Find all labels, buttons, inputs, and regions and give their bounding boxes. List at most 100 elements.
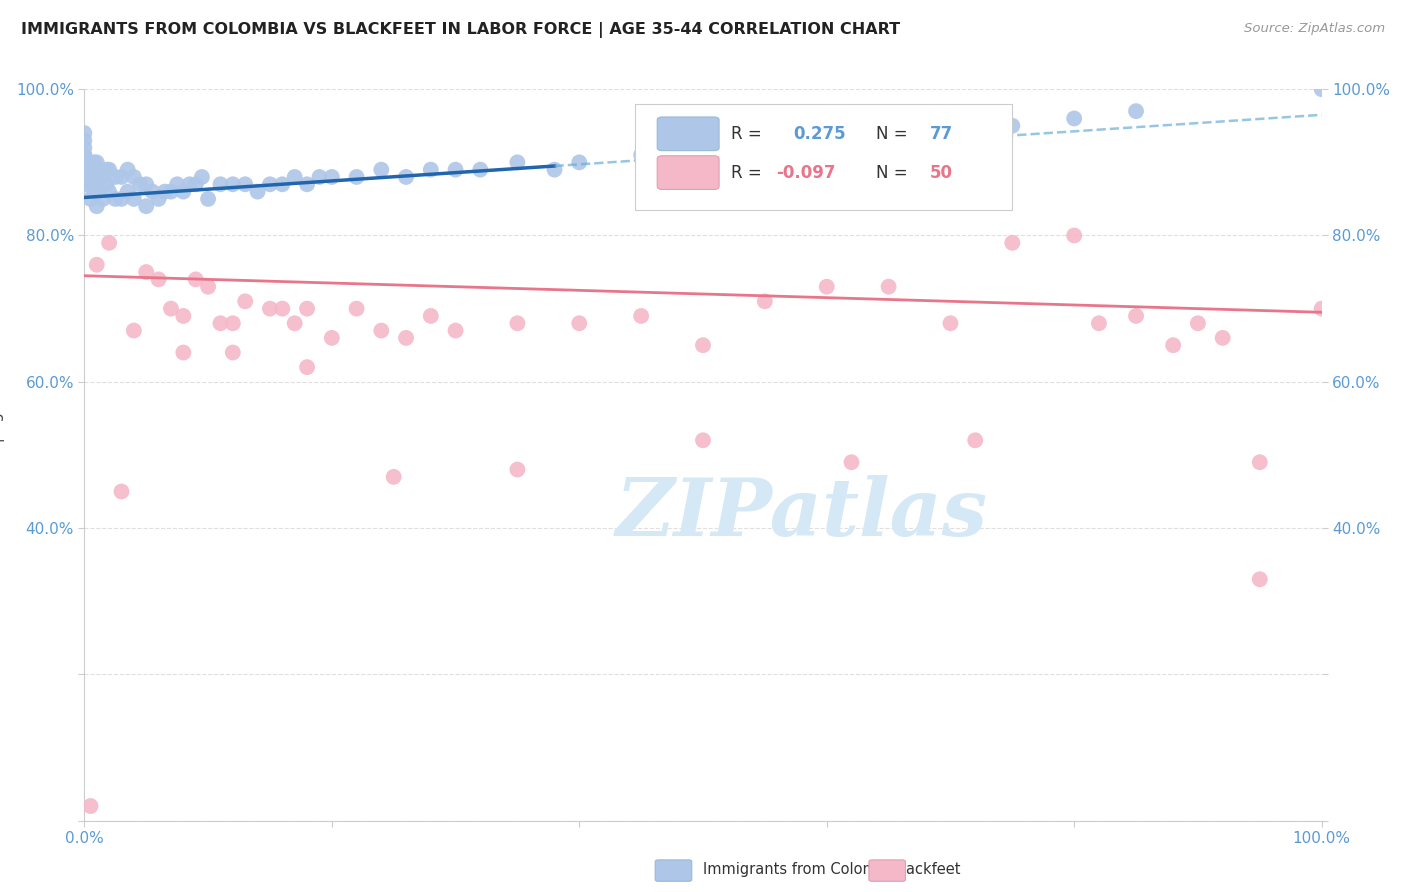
- Point: [1249, 572, 1271, 586]
- Point: [110, 484, 132, 499]
- Point: [191, 169, 214, 184]
- FancyBboxPatch shape: [657, 156, 718, 189]
- Point: [295, 360, 318, 375]
- Point: [79, 162, 101, 177]
- Point: [284, 169, 307, 184]
- FancyBboxPatch shape: [636, 103, 1012, 210]
- Point: [1001, 119, 1024, 133]
- Text: N =: N =: [876, 125, 908, 143]
- Point: [83, 169, 105, 184]
- Point: [692, 434, 714, 448]
- Point: [1125, 104, 1147, 119]
- Point: [86, 178, 108, 192]
- Point: [295, 178, 318, 192]
- Text: IMMIGRANTS FROM COLOMBIA VS BLACKFEET IN LABOR FORCE | AGE 35-44 CORRELATION CHA: IMMIGRANTS FROM COLOMBIA VS BLACKFEET IN…: [21, 22, 900, 38]
- Point: [543, 162, 565, 177]
- Point: [1212, 331, 1234, 345]
- Point: [321, 331, 343, 345]
- Text: 50: 50: [929, 163, 952, 182]
- Point: [370, 324, 392, 338]
- Point: [370, 162, 392, 177]
- Text: -0.097: -0.097: [776, 163, 835, 182]
- Point: [346, 301, 368, 316]
- Point: [73, 126, 96, 140]
- Point: [96, 162, 118, 177]
- Point: [419, 162, 441, 177]
- Point: [160, 301, 183, 316]
- Point: [79, 178, 101, 192]
- Point: [73, 162, 96, 177]
- Point: [148, 272, 170, 286]
- Point: [172, 309, 194, 323]
- Point: [89, 185, 111, 199]
- Point: [96, 178, 118, 192]
- Y-axis label: In Labor Force | Age 35-44: In Labor Force | Age 35-44: [0, 354, 4, 556]
- Point: [321, 169, 343, 184]
- Point: [104, 169, 127, 184]
- Point: [98, 162, 121, 177]
- Point: [1063, 112, 1085, 126]
- Point: [295, 301, 318, 316]
- Point: [172, 185, 194, 199]
- Point: [1088, 316, 1111, 330]
- Point: [209, 316, 232, 330]
- Point: [117, 162, 139, 177]
- FancyBboxPatch shape: [657, 117, 718, 151]
- Text: 0.275: 0.275: [793, 125, 846, 143]
- Point: [83, 155, 105, 169]
- Point: [308, 169, 330, 184]
- Point: [179, 178, 201, 192]
- Point: [1310, 301, 1333, 316]
- Point: [630, 148, 652, 162]
- Point: [965, 434, 987, 448]
- Point: [470, 162, 492, 177]
- Point: [246, 185, 269, 199]
- Point: [877, 279, 900, 293]
- Point: [284, 316, 307, 330]
- Point: [83, 185, 105, 199]
- Point: [692, 338, 714, 352]
- Point: [110, 192, 132, 206]
- Point: [506, 155, 529, 169]
- Point: [271, 178, 294, 192]
- Point: [197, 192, 219, 206]
- Point: [73, 141, 96, 155]
- Text: Blackfeet: Blackfeet: [893, 863, 962, 877]
- Point: [73, 133, 96, 147]
- Point: [122, 324, 145, 338]
- Point: [233, 178, 256, 192]
- Text: N =: N =: [876, 163, 908, 182]
- Point: [197, 279, 219, 293]
- Point: [73, 178, 96, 192]
- Point: [939, 126, 962, 140]
- Point: [259, 301, 281, 316]
- Point: [754, 141, 776, 155]
- Point: [506, 316, 529, 330]
- Point: [568, 316, 591, 330]
- Point: [184, 178, 207, 192]
- Point: [122, 169, 145, 184]
- Point: [98, 185, 121, 199]
- Text: 77: 77: [929, 125, 953, 143]
- Point: [444, 162, 467, 177]
- Point: [86, 155, 108, 169]
- Point: [209, 178, 232, 192]
- Point: [1161, 338, 1184, 352]
- Point: [568, 155, 591, 169]
- Point: [135, 199, 157, 213]
- Point: [73, 169, 96, 184]
- Point: [79, 192, 101, 206]
- Point: [104, 192, 127, 206]
- Text: ZIPatlas: ZIPatlas: [616, 475, 988, 552]
- Point: [841, 455, 863, 469]
- Point: [877, 133, 900, 147]
- Point: [98, 235, 121, 250]
- Point: [89, 169, 111, 184]
- Text: R =: R =: [731, 163, 762, 182]
- Point: [815, 279, 838, 293]
- Point: [395, 331, 418, 345]
- Point: [160, 185, 183, 199]
- Point: [259, 178, 281, 192]
- Point: [135, 265, 157, 279]
- Point: [73, 148, 96, 162]
